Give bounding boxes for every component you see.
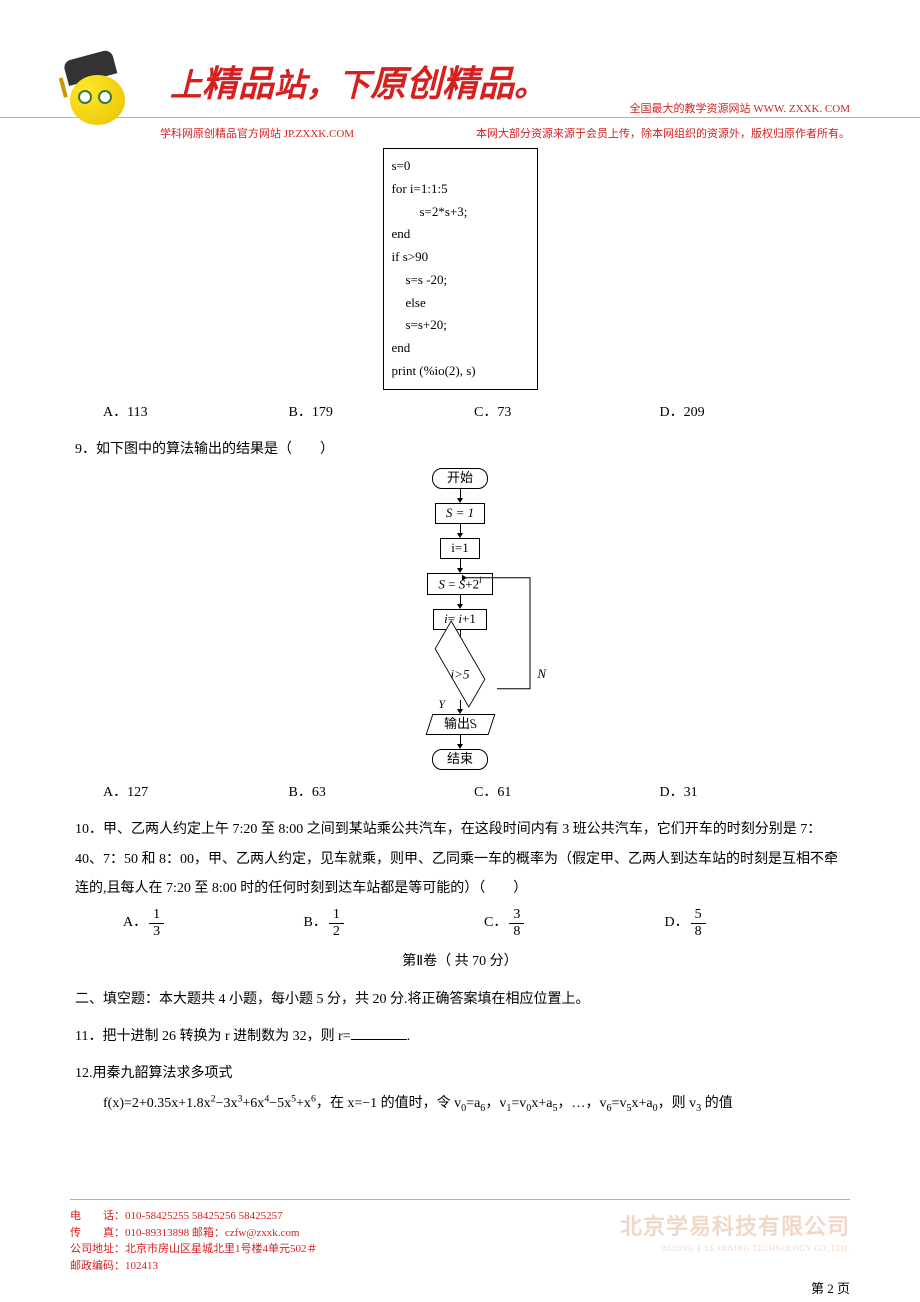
question-12: 12.用秦九韶算法求多项式 f(x)=2+0.35x+1.8x2−3x3+6x4… xyxy=(75,1059,845,1118)
code-line: for i=1:1:5 xyxy=(392,178,529,201)
q9-text: 9．如下图中的算法输出的结果是（ ） xyxy=(75,435,845,464)
option-c: C．61 xyxy=(474,778,660,807)
question-10: 10．甲、乙两人约定上午 7:20 至 8:00 之间到某站乘公共汽车，在这段时… xyxy=(75,815,845,939)
code-line: s=0 xyxy=(392,155,529,178)
section2-title: 第Ⅱ卷（ 共 70 分） xyxy=(75,947,845,976)
algorithm-code-box: s=0 for i=1:1:5 s=2*s+3; end if s>90 s=s… xyxy=(383,148,538,390)
fc-box-s4: i= i+1 xyxy=(433,609,487,630)
fc-box-s3: S = S+2i xyxy=(427,573,492,595)
site-logo xyxy=(60,55,150,130)
section2-heading: 二、填空题：本大题共 4 小题，每小题 5 分，共 20 分.将正确答案填在相应… xyxy=(75,985,845,1014)
fc-start: 开始 xyxy=(432,468,488,489)
option-a: A．113 xyxy=(103,398,289,427)
header-sub-left: 学科网原创精品官方网站 JP.ZXXK.COM xyxy=(160,125,354,141)
option-c: C．38 xyxy=(484,907,665,939)
code-line: else xyxy=(392,292,529,315)
q8-options: A．113 B．179 C．73 D．209 xyxy=(75,398,845,427)
option-b: B．179 xyxy=(289,398,475,427)
page-footer: 电 话：010-58425255 58425256 58425257 传 真：0… xyxy=(70,1199,850,1274)
code-line: s=2*s+3; xyxy=(392,201,529,224)
header-top-right: 全国最大的教学资源网站 WWW. ZXXK. COM xyxy=(630,100,851,116)
option-b: B．12 xyxy=(304,907,485,939)
company-name-en: BEIJING E LEARNING TECHNOLOGY CO.,LTD. xyxy=(620,1243,850,1255)
fill-blank xyxy=(351,1026,407,1040)
code-line: print (%io(2), s) xyxy=(392,360,529,383)
code-line: s=s+20; xyxy=(392,314,529,337)
fc-box-s2: i=1 xyxy=(440,538,479,559)
code-line: end xyxy=(392,223,529,246)
option-d: D．31 xyxy=(660,778,846,807)
company-name: 北京学易科技有限公司 xyxy=(620,1210,850,1243)
option-c: C．73 xyxy=(474,398,660,427)
fc-box-s1: S = 1 xyxy=(435,503,485,524)
question-9: 9．如下图中的算法输出的结果是（ ） 开始 S = 1 i=1 S = S+2i… xyxy=(75,435,845,807)
q12-line1: 12.用秦九韶算法求多项式 xyxy=(75,1059,845,1088)
q10-options: A．13 B．12 C．38 D．58 xyxy=(75,907,845,939)
fc-output: 输出S xyxy=(425,714,494,735)
flowchart: 开始 S = 1 i=1 S = S+2i i= i+1 i>5 N Y 输出S… xyxy=(370,468,550,770)
option-b: B．63 xyxy=(289,778,475,807)
option-a: A．13 xyxy=(123,907,304,939)
code-line: if s>90 xyxy=(392,246,529,269)
footer-company: 北京学易科技有限公司 BEIJING E LEARNING TECHNOLOGY… xyxy=(620,1210,850,1255)
footer-zip: 邮政编码：102413 xyxy=(70,1258,850,1275)
header-sub-right: 本网大部分资源来源于会员上传，除本网组织的资源外，版权归原作者所有。 xyxy=(476,125,850,141)
option-a: A．127 xyxy=(103,778,289,807)
fc-n-label: N xyxy=(537,660,546,687)
question-11: 11．把十进制 26 转换为 r 进制数为 32，则 r=. xyxy=(75,1022,845,1051)
fc-decision-label: i>5 xyxy=(370,660,550,687)
fc-end: 结束 xyxy=(432,749,488,770)
option-d: D．209 xyxy=(660,398,846,427)
q12-line2: f(x)=2+0.35x+1.8x2−3x3+6x4−5x5+x6，在 x=−1… xyxy=(75,1089,845,1119)
code-line: s=s -20; xyxy=(392,269,529,292)
q10-text: 10．甲、乙两人约定上午 7:20 至 8:00 之间到某站乘公共汽车，在这段时… xyxy=(75,815,845,903)
page-header: 上精品站，下原创精品。 全国最大的教学资源网站 WWW. ZXXK. COM 学… xyxy=(0,0,920,118)
option-d: D．58 xyxy=(665,907,846,939)
fc-decision-wrap: i>5 N Y xyxy=(370,648,550,700)
page-content: s=0 for i=1:1:5 s=2*s+3; end if s>90 s=s… xyxy=(0,118,920,1139)
page-number: 第 2 页 xyxy=(811,1279,850,1299)
code-line: end xyxy=(392,337,529,360)
q9-options: A．127 B．63 C．61 D．31 xyxy=(75,778,845,807)
